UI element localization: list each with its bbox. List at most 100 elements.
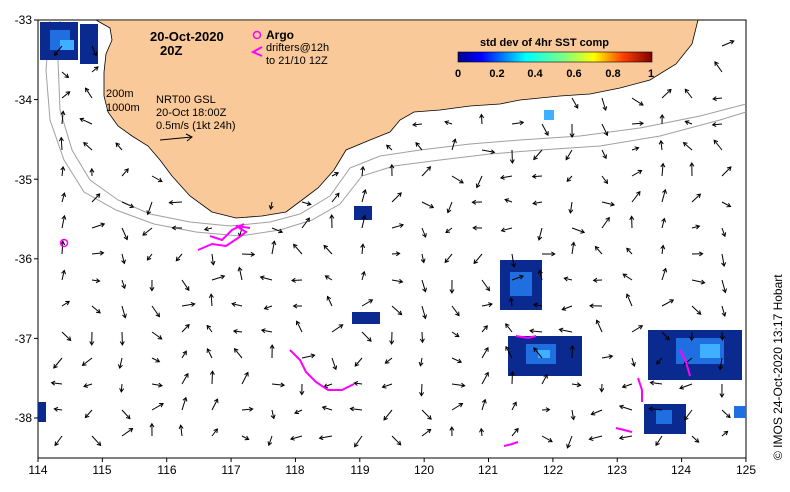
- current-vector-head: [658, 139, 664, 145]
- current-vector-head: [589, 303, 594, 309]
- current-vector-head: [65, 91, 71, 96]
- current-vector-head: [89, 167, 95, 173]
- current-vector-head: [558, 327, 564, 333]
- current-vector-head: [248, 406, 254, 412]
- current-vector: [91, 279, 100, 282]
- current-vector: [151, 175, 163, 182]
- current-vector-head: [544, 131, 549, 136]
- current-vector: [83, 383, 93, 387]
- current-vector: [85, 409, 93, 418]
- current-vector: [571, 227, 585, 233]
- current-vector-head: [711, 122, 717, 128]
- current-vector: [121, 168, 129, 177]
- current-vector-head: [695, 224, 701, 230]
- current-vector: [601, 175, 608, 184]
- current-vector-head: [95, 278, 101, 284]
- current-vector: [331, 357, 337, 370]
- sst-patch: [80, 24, 98, 64]
- current-vector-head: [125, 414, 131, 420]
- current-vector-head: [96, 308, 101, 314]
- current-vector-head: [684, 120, 690, 125]
- x-tick-label: 120: [414, 463, 434, 477]
- current-vector-head: [444, 258, 450, 264]
- current-vector: [661, 268, 667, 281]
- current-vector-head: [244, 435, 250, 441]
- current-vector-head: [599, 387, 605, 393]
- current-vector-head: [332, 365, 338, 371]
- current-vector: [631, 191, 641, 203]
- current-vector-head: [511, 262, 517, 268]
- current-vector-head: [158, 382, 163, 388]
- current-vector: [151, 403, 164, 411]
- current-vector: [559, 329, 573, 333]
- current-vector-head: [722, 288, 727, 294]
- current-vector: [82, 357, 93, 366]
- current-vector-head: [260, 328, 266, 334]
- colorbar-tick-label: 0.8: [605, 68, 620, 80]
- current-vector-head: [146, 210, 152, 216]
- current-vector-head: [53, 363, 58, 369]
- current-vector: [420, 383, 423, 396]
- current-vector-head: [714, 61, 719, 66]
- current-vector: [661, 163, 664, 177]
- current-vector: [241, 408, 253, 411]
- current-vector: [601, 201, 615, 206]
- current-vector: [566, 175, 573, 182]
- sst-patch: [38, 402, 46, 422]
- current-vector-head: [543, 373, 548, 379]
- current-vector-head: [399, 223, 405, 229]
- current-vector-head: [149, 287, 155, 292]
- current-vector-head: [484, 346, 489, 352]
- current-vector: [169, 201, 183, 204]
- current-vector-head: [726, 166, 732, 172]
- drifter-tracks: [197, 223, 691, 447]
- current-vector-head: [338, 324, 344, 329]
- current-vector-head: [271, 240, 277, 246]
- current-vector: [569, 201, 573, 213]
- colorbar-tick-label: 1: [648, 68, 654, 80]
- current-vector-head: [96, 441, 102, 447]
- current-vector-head: [121, 284, 127, 290]
- current-vector-head: [660, 162, 666, 168]
- current-vector-head: [292, 243, 298, 249]
- current-vector-head: [488, 302, 493, 308]
- x-tick-label: 118: [285, 463, 304, 477]
- current-vector-head: [483, 325, 488, 330]
- axis-tick-marks: [34, 19, 747, 462]
- x-tick-label: 123: [607, 463, 627, 477]
- current-vector: [301, 201, 311, 205]
- current-vector: [721, 227, 726, 237]
- current-vector: [54, 45, 63, 56]
- current-vector-head: [289, 435, 295, 441]
- current-vector: [721, 40, 734, 47]
- current-vector-head: [415, 142, 420, 147]
- current-vector: [121, 201, 134, 208]
- current-vector: [691, 225, 700, 229]
- current-vector-head: [566, 177, 572, 183]
- drifter-track: [679, 349, 691, 377]
- vector-scale-arrowhead: [185, 133, 193, 142]
- x-tick-label: 117: [221, 463, 240, 477]
- current-vector-head: [99, 250, 105, 256]
- current-vector: [385, 357, 393, 364]
- current-vector: [391, 279, 403, 283]
- drifter-range-label: to 21/10 12Z: [266, 55, 328, 67]
- current-vector: [210, 294, 213, 307]
- current-vector: [451, 139, 456, 151]
- y-tick-label: -34: [15, 93, 33, 107]
- current-vector: [61, 331, 72, 341]
- current-vector-head: [694, 438, 700, 443]
- current-vector: [151, 383, 163, 387]
- current-vector-head: [661, 217, 666, 223]
- current-vector-head: [537, 235, 543, 241]
- current-vector-head: [213, 398, 219, 404]
- current-vector-head: [299, 390, 305, 396]
- current-vector: [631, 170, 642, 177]
- current-vector-head: [726, 202, 732, 208]
- current-vector: [571, 409, 575, 420]
- isobath-1000m-label: 1000m: [106, 102, 140, 114]
- current-vector-head: [592, 277, 598, 283]
- current-vector: [541, 374, 548, 385]
- current-vector: [533, 149, 543, 160]
- current-vector: [631, 325, 643, 333]
